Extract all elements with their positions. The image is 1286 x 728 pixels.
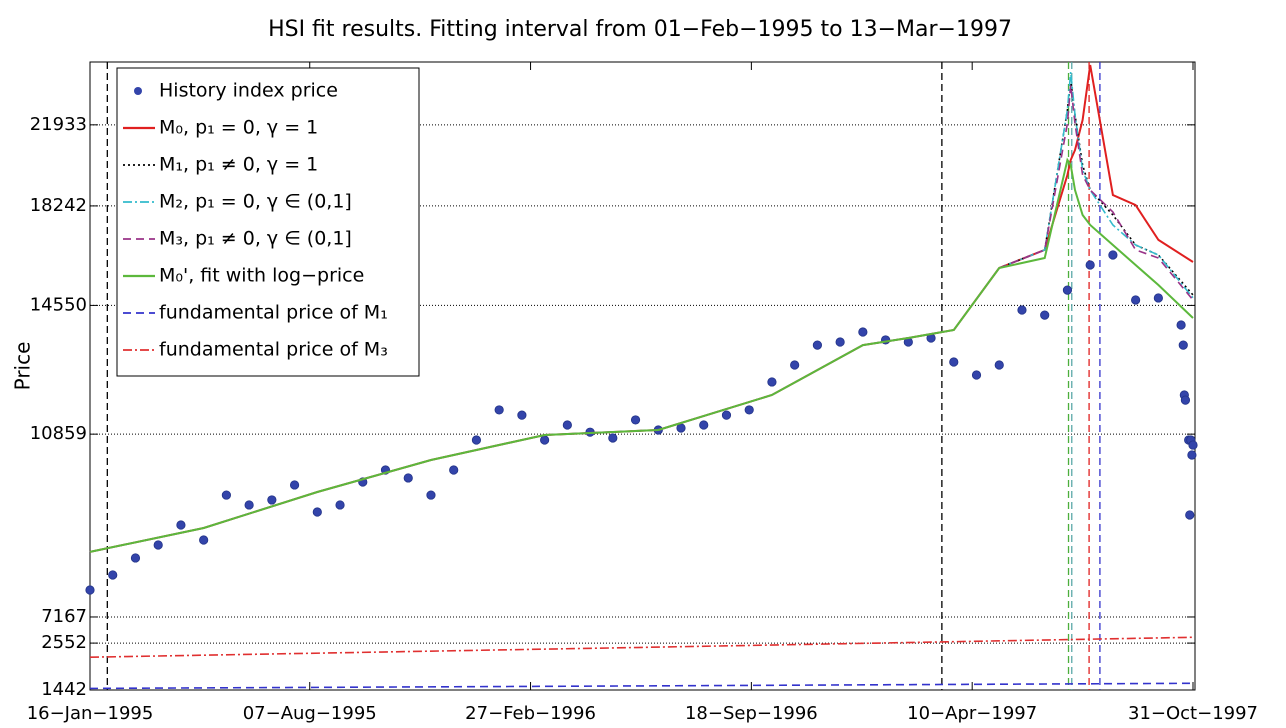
legend-label: History index price — [159, 80, 338, 102]
data-point — [835, 337, 845, 347]
data-point — [1040, 310, 1050, 320]
data-point — [517, 410, 527, 420]
data-point — [767, 377, 777, 387]
data-point — [562, 420, 572, 430]
data-point — [153, 540, 163, 550]
data-point — [1017, 305, 1027, 315]
data-point — [812, 340, 822, 350]
data-point — [1062, 285, 1073, 295]
x-tick-label: 07−Aug−1995 — [243, 703, 377, 724]
y-tick-label: 7167 — [41, 606, 87, 627]
data-point — [335, 500, 345, 510]
data-point — [1176, 320, 1186, 330]
legend-box — [116, 67, 420, 377]
data-point — [108, 570, 118, 580]
y-tick-label: 21933 — [30, 114, 87, 135]
data-point — [267, 495, 277, 505]
data-point — [540, 435, 550, 445]
data-point — [1185, 510, 1195, 520]
data-point — [1153, 293, 1163, 303]
data-point — [608, 433, 618, 443]
data-point — [1188, 440, 1198, 450]
data-point — [199, 535, 209, 545]
data-point — [1108, 250, 1118, 260]
data-point — [130, 553, 141, 563]
data-point — [790, 360, 800, 370]
data-point — [949, 357, 959, 367]
data-point — [721, 410, 732, 420]
data-point — [994, 360, 1004, 370]
x-tick-label: 31−Oct−1997 — [1128, 703, 1258, 724]
legend-label: M₀, p₁ = 0, γ = 1 — [159, 117, 318, 139]
data-point — [426, 490, 436, 500]
data-point — [289, 480, 300, 490]
y-tick-label: 1442 — [41, 679, 87, 700]
legend-label: M₃, p₁ ≠ 0, γ ∈ (0,1] — [159, 228, 352, 250]
data-point — [744, 405, 754, 415]
data-point — [471, 435, 482, 445]
y-tick-label: 14550 — [30, 294, 87, 315]
x-tick-label: 16−Jan−1995 — [27, 703, 154, 724]
x-tick-label: 18−Sep−1996 — [685, 703, 818, 724]
data-point — [676, 423, 686, 433]
data-point — [494, 405, 504, 415]
data-point — [176, 520, 186, 530]
series-line — [89, 157, 1194, 553]
legend-label: fundamental price of M₁ — [159, 302, 388, 324]
legend-marker — [134, 87, 142, 95]
y-tick-label: 18242 — [30, 195, 87, 216]
legend: History index price M₀, p₁ = 0, γ = 1 M₁, … — [116, 67, 420, 377]
data-point — [699, 420, 709, 430]
y-tick-label: 10859 — [30, 423, 87, 444]
data-point — [221, 490, 231, 500]
data-point — [449, 465, 459, 475]
data-point — [1187, 450, 1197, 460]
data-point — [1180, 395, 1191, 405]
y-axis-label: Price — [11, 342, 35, 391]
chart-title: HSI fit results. Fitting interval from 0… — [268, 17, 1012, 42]
data-point — [312, 507, 322, 517]
legend-label: M₁, p₁ ≠ 0, γ = 1 — [159, 154, 318, 176]
series-line — [89, 682, 1194, 690]
data-point — [1178, 340, 1188, 350]
data-point — [630, 415, 641, 425]
data-point — [244, 500, 254, 510]
legend-label: fundamental price of M₃ — [159, 339, 388, 361]
data-point — [85, 585, 95, 595]
data-point — [403, 473, 413, 483]
x-tick-label: 10−Apr−1997 — [907, 703, 1037, 724]
data-point — [1131, 295, 1141, 305]
data-point — [971, 370, 982, 380]
legend-label: M₂, p₁ = 0, γ ∈ (0,1] — [159, 191, 352, 213]
series-line — [89, 636, 1194, 658]
legend-label: M₀', fit with log−price — [159, 265, 364, 287]
x-tick-label: 27−Feb−1996 — [465, 703, 596, 724]
y-tick-label: 2552 — [41, 632, 87, 653]
data-point — [1085, 260, 1095, 270]
data-point — [858, 327, 868, 337]
